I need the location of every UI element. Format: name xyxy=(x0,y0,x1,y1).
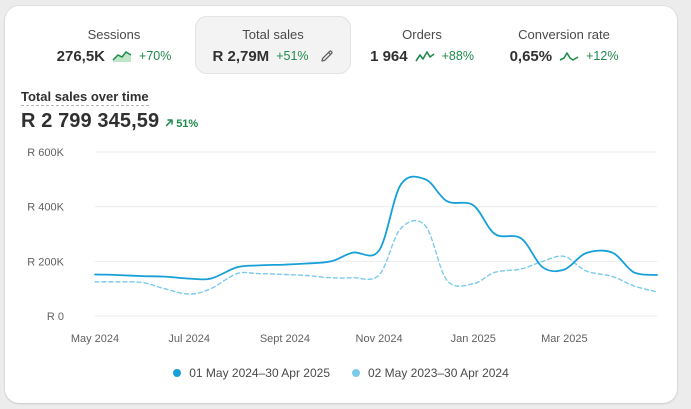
x-tick-label: Jan 2025 xyxy=(451,333,496,345)
x-tick-label: Jul 2024 xyxy=(168,333,210,345)
metric-label: Sessions xyxy=(87,27,141,42)
y-tick-label: R 200K xyxy=(27,256,64,268)
chart-title[interactable]: Total sales over time xyxy=(21,89,149,106)
total-change: 51% xyxy=(165,118,198,130)
pencil-icon[interactable] xyxy=(316,49,334,63)
metric-conversion-rate[interactable]: Conversion rate 0,65% +12% xyxy=(497,16,631,74)
metric-change: +51% xyxy=(276,49,309,63)
analytics-card: Sessions 276,5K +70% Total sales R 2,79M… xyxy=(5,6,677,403)
metric-total-sales[interactable]: Total sales R 2,79M +51% xyxy=(195,16,351,74)
metric-change: +70% xyxy=(139,49,172,63)
y-tick-label: R 0 xyxy=(47,311,64,323)
metric-change: +88% xyxy=(441,49,474,63)
metric-value: 276,5K xyxy=(56,47,106,65)
chart-grid xyxy=(95,151,657,317)
metric-label: Conversion rate xyxy=(518,27,610,42)
metric-value: R 2,79M xyxy=(212,47,270,65)
metrics-bar: Sessions 276,5K +70% Total sales R 2,79M… xyxy=(5,16,677,76)
area-sparkline-icon xyxy=(112,49,132,63)
legend-item-comparison[interactable]: 02 May 2023–30 Apr 2024 xyxy=(352,366,509,380)
y-tick-label: R 400K xyxy=(27,202,64,214)
metric-label: Total sales xyxy=(242,27,304,42)
legend-dot xyxy=(173,369,182,377)
x-tick-label: Mar 2025 xyxy=(541,333,587,345)
x-axis: May 2024 Jul 2024 Sept 2024 Nov 2024 Jan 202… xyxy=(71,333,588,345)
metric-change: +12% xyxy=(586,49,619,63)
total-amount: R 2 799 345,59 xyxy=(21,110,160,132)
metric-value: 1 964 xyxy=(370,47,408,65)
metric-orders[interactable]: Orders 1 964 +88% xyxy=(357,16,487,74)
chart-total: R 2 799 345,59 51% xyxy=(21,110,198,133)
chart-legend: 01 May 2024–30 Apr 2025 02 May 2023–30 A… xyxy=(5,366,677,380)
metric-value: 0,65% xyxy=(509,47,553,65)
total-change-value: 51% xyxy=(176,118,199,130)
line-sparkline-icon xyxy=(414,49,435,63)
y-tick-label: R 600K xyxy=(27,147,64,159)
legend-item-current[interactable]: 01 May 2024–30 Apr 2025 xyxy=(173,366,330,380)
x-tick-label: May 2024 xyxy=(71,333,119,345)
legend-dot xyxy=(352,369,360,377)
line-sparkline-icon xyxy=(559,49,579,63)
series-line-current xyxy=(94,175,658,281)
chart-series xyxy=(94,175,658,295)
metric-label: Orders xyxy=(402,27,442,42)
arrow-up-right-icon xyxy=(165,118,174,130)
y-axis: R 0 R 200K R 400K R 600K xyxy=(27,147,64,323)
sales-line-chart[interactable]: R 0 R 200K R 400K R 600K May 2024 Jul 2024 Se… xyxy=(5,6,677,366)
series-line-comparison xyxy=(94,219,658,295)
metric-sessions[interactable]: Sessions 276,5K +70% xyxy=(37,16,191,74)
x-tick-label: Sept 2024 xyxy=(260,333,310,345)
legend-label: 01 May 2024–30 Apr 2025 xyxy=(189,366,330,380)
x-tick-label: Nov 2024 xyxy=(356,333,403,345)
legend-label: 02 May 2023–30 Apr 2024 xyxy=(368,366,509,380)
